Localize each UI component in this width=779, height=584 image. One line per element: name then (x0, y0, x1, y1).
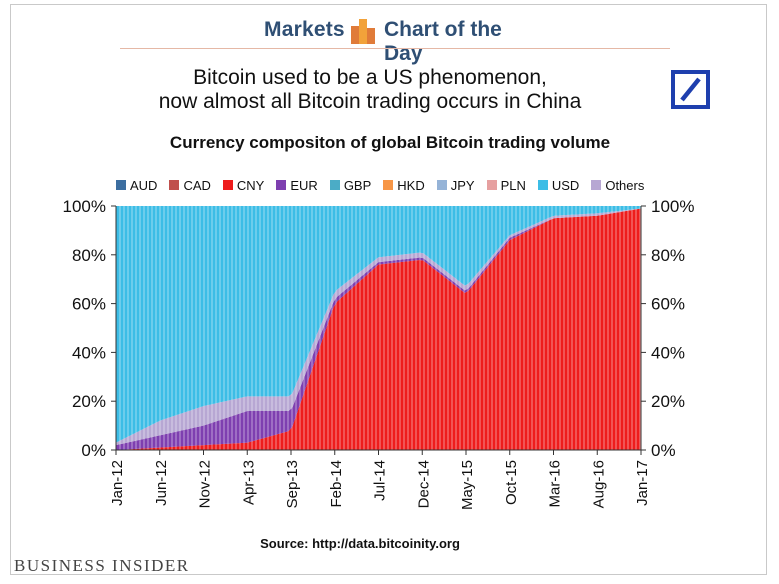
y-tick-label-right: 80% (651, 246, 685, 265)
legend-label: Others (605, 177, 645, 193)
chart-title: Currency compositon of global Bitcoin tr… (169, 133, 611, 152)
source-note: Source: http://data.bitcoinity.org (260, 536, 460, 551)
x-tick-label: Nov-12 (197, 460, 214, 508)
legend-item-cny: CNY (222, 177, 265, 193)
legend-item-eur: EUR (276, 177, 318, 193)
legend-swatch (329, 180, 340, 190)
x-tick-label: Apr-13 (240, 460, 257, 505)
publisher-logo: BUSINESS INSIDER (14, 556, 190, 575)
legend-item-cad: CAD (169, 177, 211, 193)
legend-label: AUD (130, 177, 158, 193)
section-label: Markets (264, 18, 345, 41)
legend-label: EUR (290, 177, 318, 193)
x-tick-label: Aug-16 (590, 460, 607, 508)
legend-swatch (383, 180, 394, 190)
legend-item-jpy: JPY (436, 177, 475, 193)
x-tick-label: Jan-17 (634, 460, 651, 506)
stacked-area-chart: 0% 0% 20% 20% 40% 40% 60% 60% 80% 80% 100% 100% Jan-… (63, 197, 695, 510)
legend-swatch (116, 180, 126, 190)
y-tick-label-left: 20% (72, 392, 106, 411)
legend-swatch (222, 180, 233, 190)
legend-item-pln: PLN (486, 177, 526, 193)
series-area-usd (116, 206, 641, 443)
x-tick-label: Mar-16 (547, 460, 564, 508)
x-tick-label: Jul-14 (372, 460, 389, 501)
x-tick-label: Sep-13 (284, 460, 301, 508)
chart-headline: Bitcoin used to be a US phenomenon, now … (100, 66, 640, 114)
feature-label: Chart of the Day (384, 18, 502, 65)
legend-label: CNY (236, 177, 265, 193)
x-tick-label: Jan-12 (109, 460, 126, 506)
y-tick-label-right: 0% (651, 441, 676, 460)
x-tick-label: Jun-12 (153, 460, 170, 506)
y-tick-label-left: 80% (72, 246, 106, 265)
chart-legend: AUD CAD CNY EUR GBP HKD JPY PLN USD Others (116, 177, 656, 193)
legend-swatch (276, 180, 287, 190)
chart-logo-icon (351, 19, 375, 44)
legend-item-hkd: HKD (383, 177, 425, 193)
legend-label: USD (551, 177, 580, 193)
legend-item-aud: AUD (116, 177, 157, 193)
legend-swatch (169, 180, 180, 190)
y-tick-label-left: 0% (81, 441, 106, 460)
x-tick-label: Dec-14 (415, 460, 432, 508)
legend-label: PLN (500, 177, 526, 193)
series-area-others (116, 208, 641, 446)
legend-label: GBP (343, 177, 372, 193)
chart-of-the-day-header: Markets Chart of the Day (256, 12, 546, 65)
x-tick-label: Oct-15 (503, 460, 520, 505)
legend-item-gbp: GBP (329, 177, 372, 193)
legend-label: CAD (183, 177, 211, 193)
legend-label: HKD (397, 177, 425, 193)
y-tick-label-left: 100% (63, 197, 106, 216)
y-tick-label-right: 40% (651, 343, 685, 362)
y-tick-label-left: 40% (72, 343, 106, 362)
deutsche-bank-logo-icon (671, 70, 710, 109)
legend-swatch (436, 180, 447, 190)
y-tick-label-left: 60% (72, 295, 106, 314)
legend-swatch (537, 180, 548, 190)
y-tick-label-right: 20% (651, 392, 685, 411)
headline-line-2: now almost all Bitcoin trading occurs in… (158, 90, 582, 113)
x-tick-label: May-15 (459, 460, 476, 510)
x-tick-label: Feb-14 (328, 460, 345, 508)
legend-swatch (486, 180, 497, 190)
legend-label: JPY (450, 177, 475, 193)
header-divider (120, 48, 670, 49)
series-area-cny (116, 208, 641, 450)
legend-item-others: Others (591, 177, 644, 193)
y-tick-label-right: 60% (651, 295, 685, 314)
legend-item-usd: USD (537, 177, 580, 193)
legend-swatch (591, 180, 602, 190)
headline-line-1: Bitcoin used to be a US phenomenon, (193, 66, 547, 89)
y-tick-label-right: 100% (651, 197, 694, 216)
